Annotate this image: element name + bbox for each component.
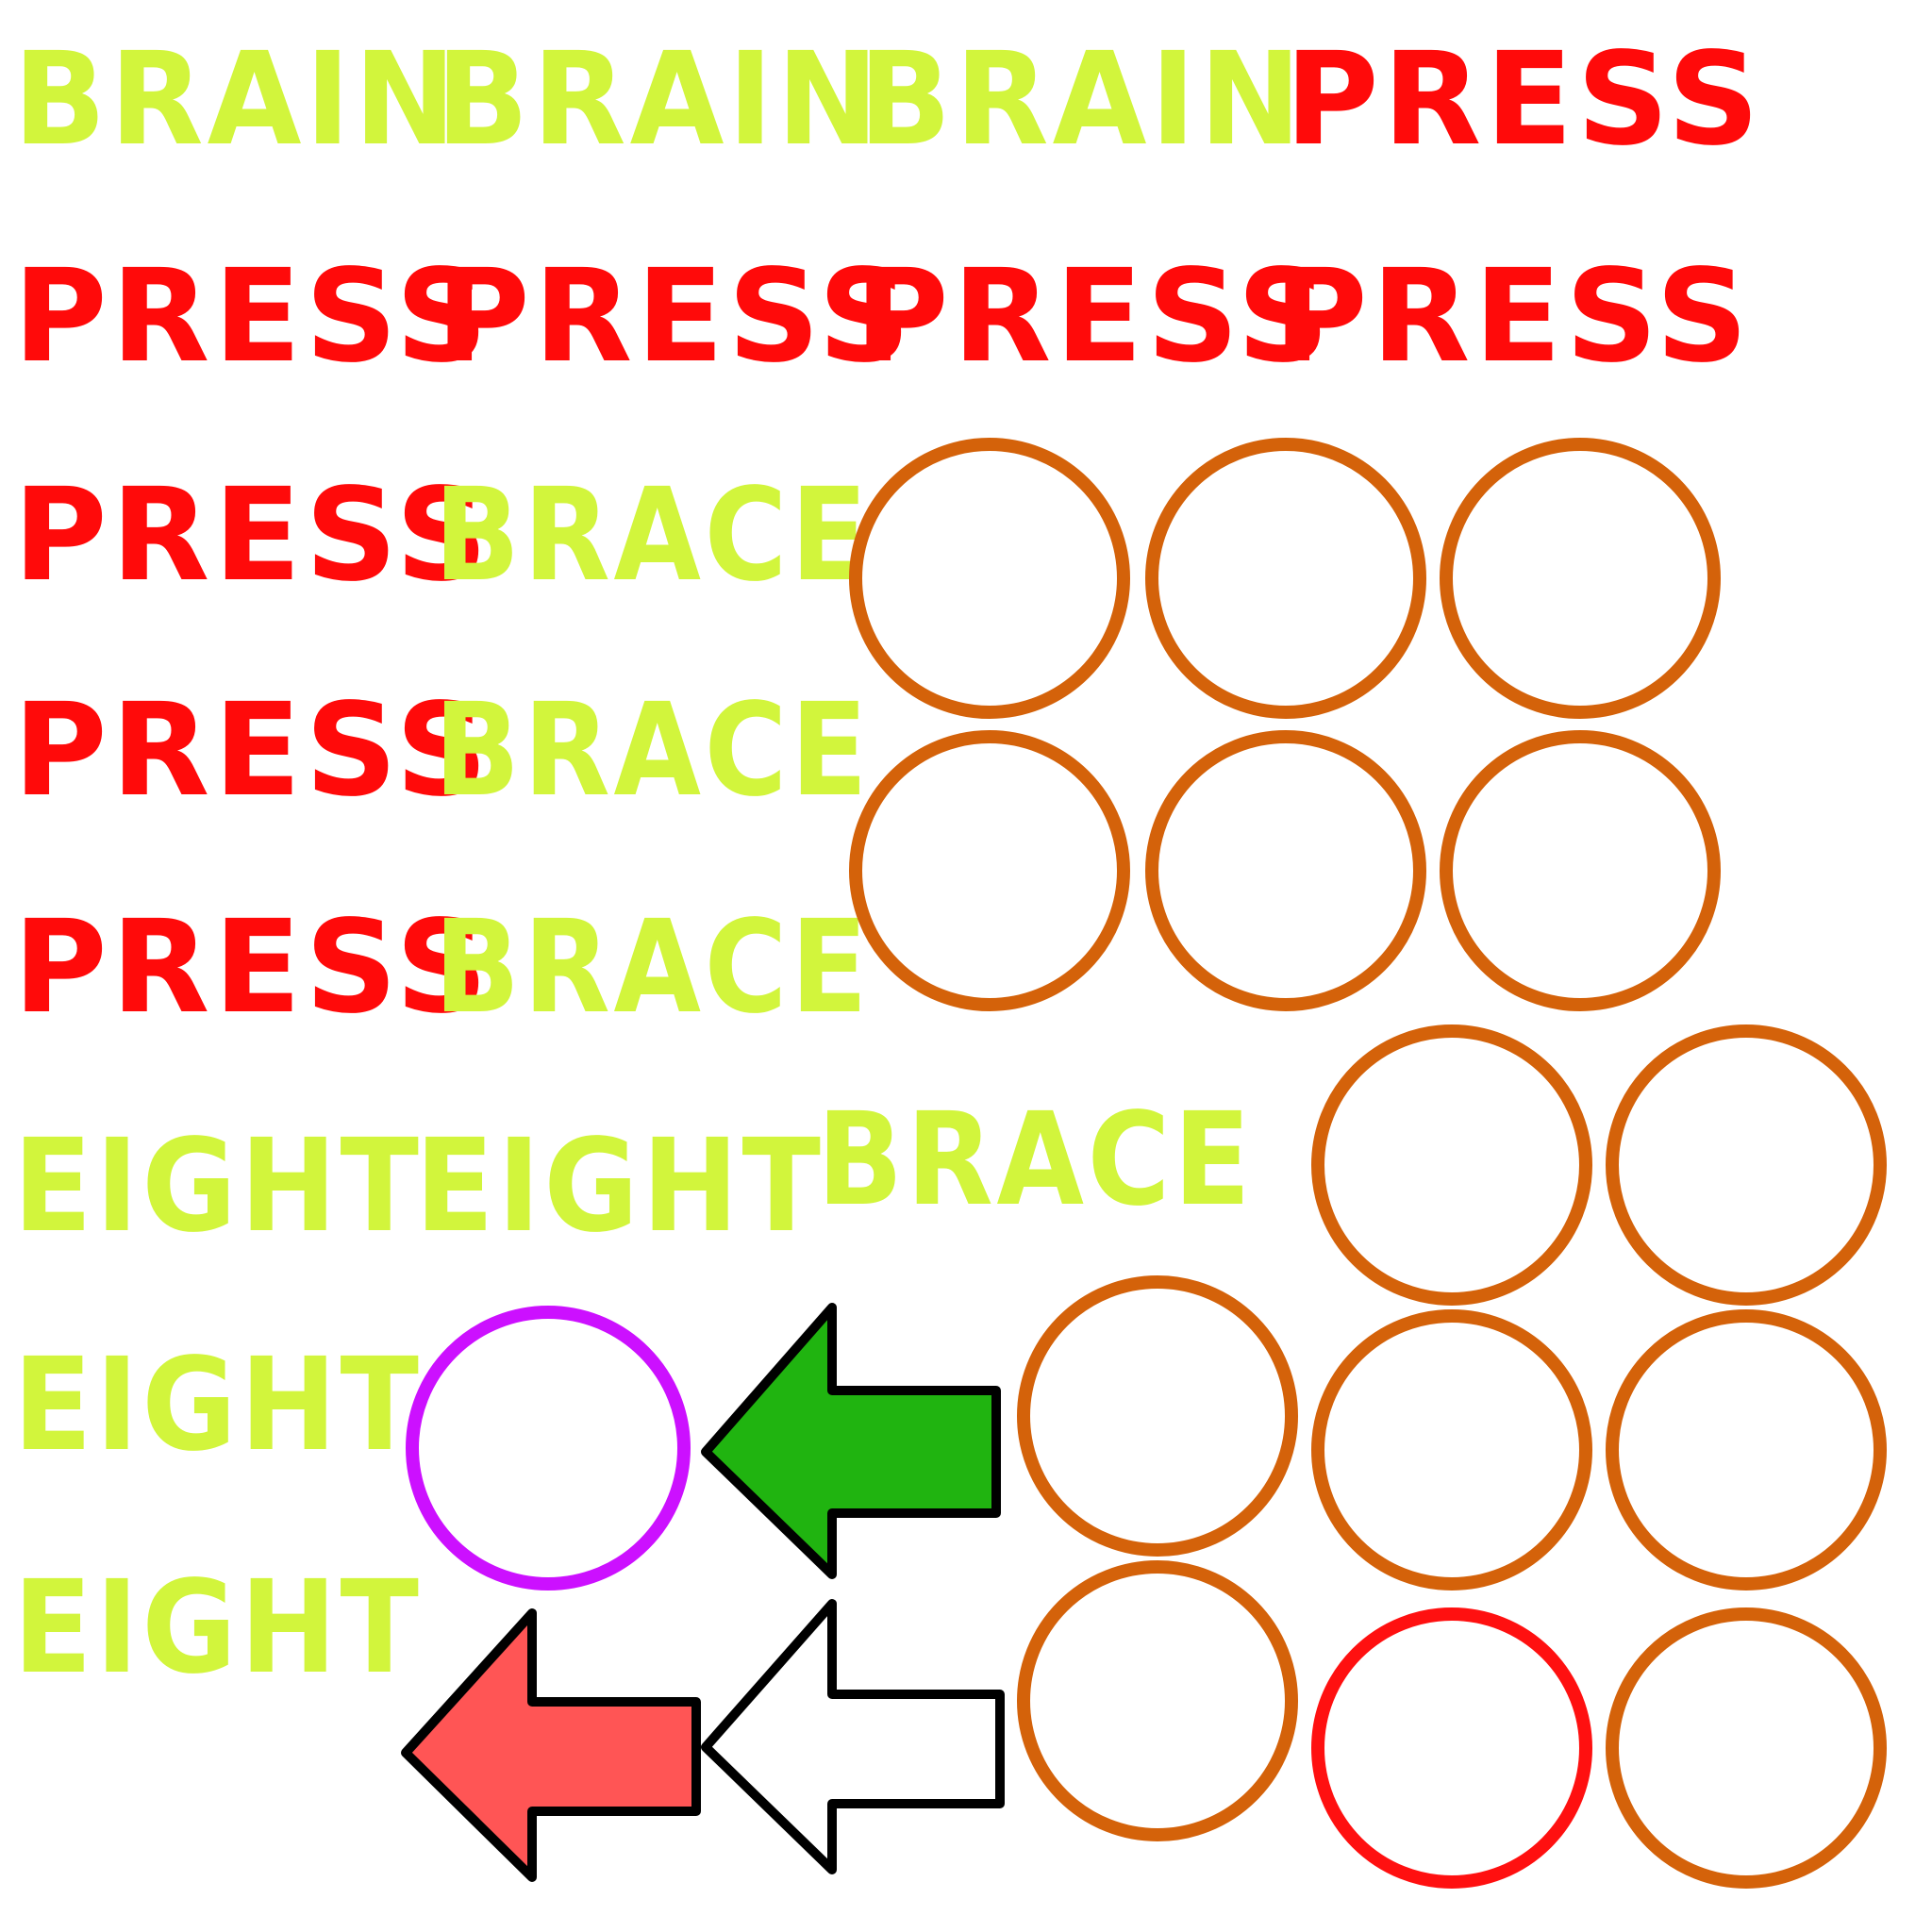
ring-slot[interactable]: [1145, 438, 1426, 719]
word-tile-eight: EIGHT: [13, 1331, 423, 1480]
ring-slot[interactable]: [1017, 1275, 1298, 1557]
ring-slot[interactable]: [849, 730, 1130, 1011]
ring-slot[interactable]: [1311, 1024, 1592, 1306]
arrow-left-red-icon[interactable]: [401, 1608, 701, 1882]
ring-slot[interactable]: [1606, 1309, 1887, 1591]
word-tile-press: PRESS: [13, 242, 492, 391]
word-tile-press: PRESS: [13, 461, 492, 610]
ring-slot-selected[interactable]: [406, 1306, 691, 1591]
word-tile-press: PRESS: [13, 893, 492, 1042]
word-tile-brace: BRACE: [817, 1086, 1255, 1235]
word-tile-press: PRESS: [436, 242, 915, 391]
ring-slot[interactable]: [1606, 1024, 1887, 1306]
word-tile-brain: BRAIN: [858, 25, 1306, 175]
ring-slot[interactable]: [1145, 730, 1426, 1011]
word-tile-eight: EIGHT: [13, 1112, 423, 1261]
ring-slot[interactable]: [1440, 438, 1721, 719]
ring-slot[interactable]: [849, 438, 1130, 719]
word-tile-brace: BRACE: [434, 893, 872, 1042]
word-tile-brace: BRACE: [434, 461, 872, 610]
word-tile-eight: EIGHT: [415, 1112, 824, 1261]
ring-slot[interactable]: [1017, 1560, 1298, 1841]
word-tile-brain: BRAIN: [436, 25, 883, 175]
word-tile-press: PRESS: [1285, 25, 1764, 175]
arrow-left-green-icon[interactable]: [701, 1303, 1001, 1579]
ring-slot[interactable]: [1440, 730, 1721, 1011]
word-tile-eight: EIGHT: [13, 1554, 423, 1703]
ring-slot[interactable]: [1606, 1607, 1887, 1889]
ring-slot-target[interactable]: [1311, 1607, 1592, 1889]
word-tile-press: PRESS: [855, 242, 1334, 391]
ring-slot[interactable]: [1311, 1309, 1592, 1591]
arrow-left-white-icon[interactable]: [701, 1599, 1005, 1874]
word-tile-press: PRESS: [13, 676, 492, 825]
word-tile-brace: BRACE: [434, 676, 872, 825]
word-tile-press: PRESS: [1274, 242, 1753, 391]
word-tile-brain: BRAIN: [13, 25, 460, 175]
